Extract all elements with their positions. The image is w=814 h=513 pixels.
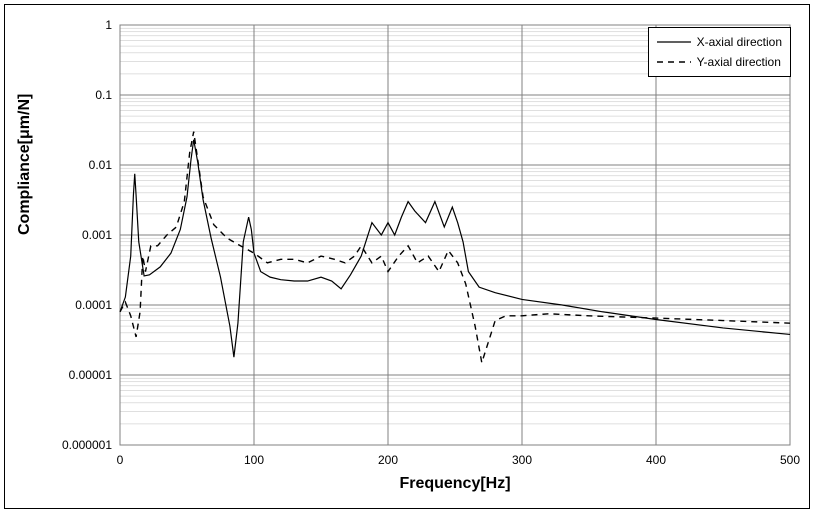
y-tick-label: 0.01 <box>89 158 112 172</box>
x-tick-label: 400 <box>646 453 666 467</box>
x-axis-label: Frequency[Hz] <box>399 475 510 493</box>
chart-frame: Frequency[Hz] Compliance[μm/N] X-axial d… <box>4 4 810 509</box>
y-tick-label: 1 <box>105 18 112 32</box>
legend: X-axial direction Y-axial direction <box>648 27 791 77</box>
legend-entry: X-axial direction <box>657 32 782 52</box>
legend-label: Y-axial direction <box>697 55 781 69</box>
y-axis-label: Compliance[μm/N] <box>16 94 34 235</box>
y-tick-label: 0.1 <box>95 88 112 102</box>
legend-label: X-axial direction <box>697 35 782 49</box>
x-tick-label: 200 <box>378 453 398 467</box>
x-tick-label: 0 <box>117 453 124 467</box>
series-line <box>120 140 790 357</box>
y-tick-label: 0.000001 <box>62 438 112 452</box>
series-line <box>120 132 790 363</box>
plot-area <box>120 25 790 445</box>
y-tick-label: 0.00001 <box>69 368 112 382</box>
y-tick-label: 0.0001 <box>75 298 112 312</box>
x-tick-label: 500 <box>780 453 800 467</box>
x-tick-label: 300 <box>512 453 532 467</box>
legend-swatch-dashed <box>657 55 691 69</box>
y-tick-label: 0.001 <box>82 228 112 242</box>
legend-swatch-solid <box>657 35 691 49</box>
x-tick-label: 100 <box>244 453 264 467</box>
legend-entry: Y-axial direction <box>657 52 782 72</box>
